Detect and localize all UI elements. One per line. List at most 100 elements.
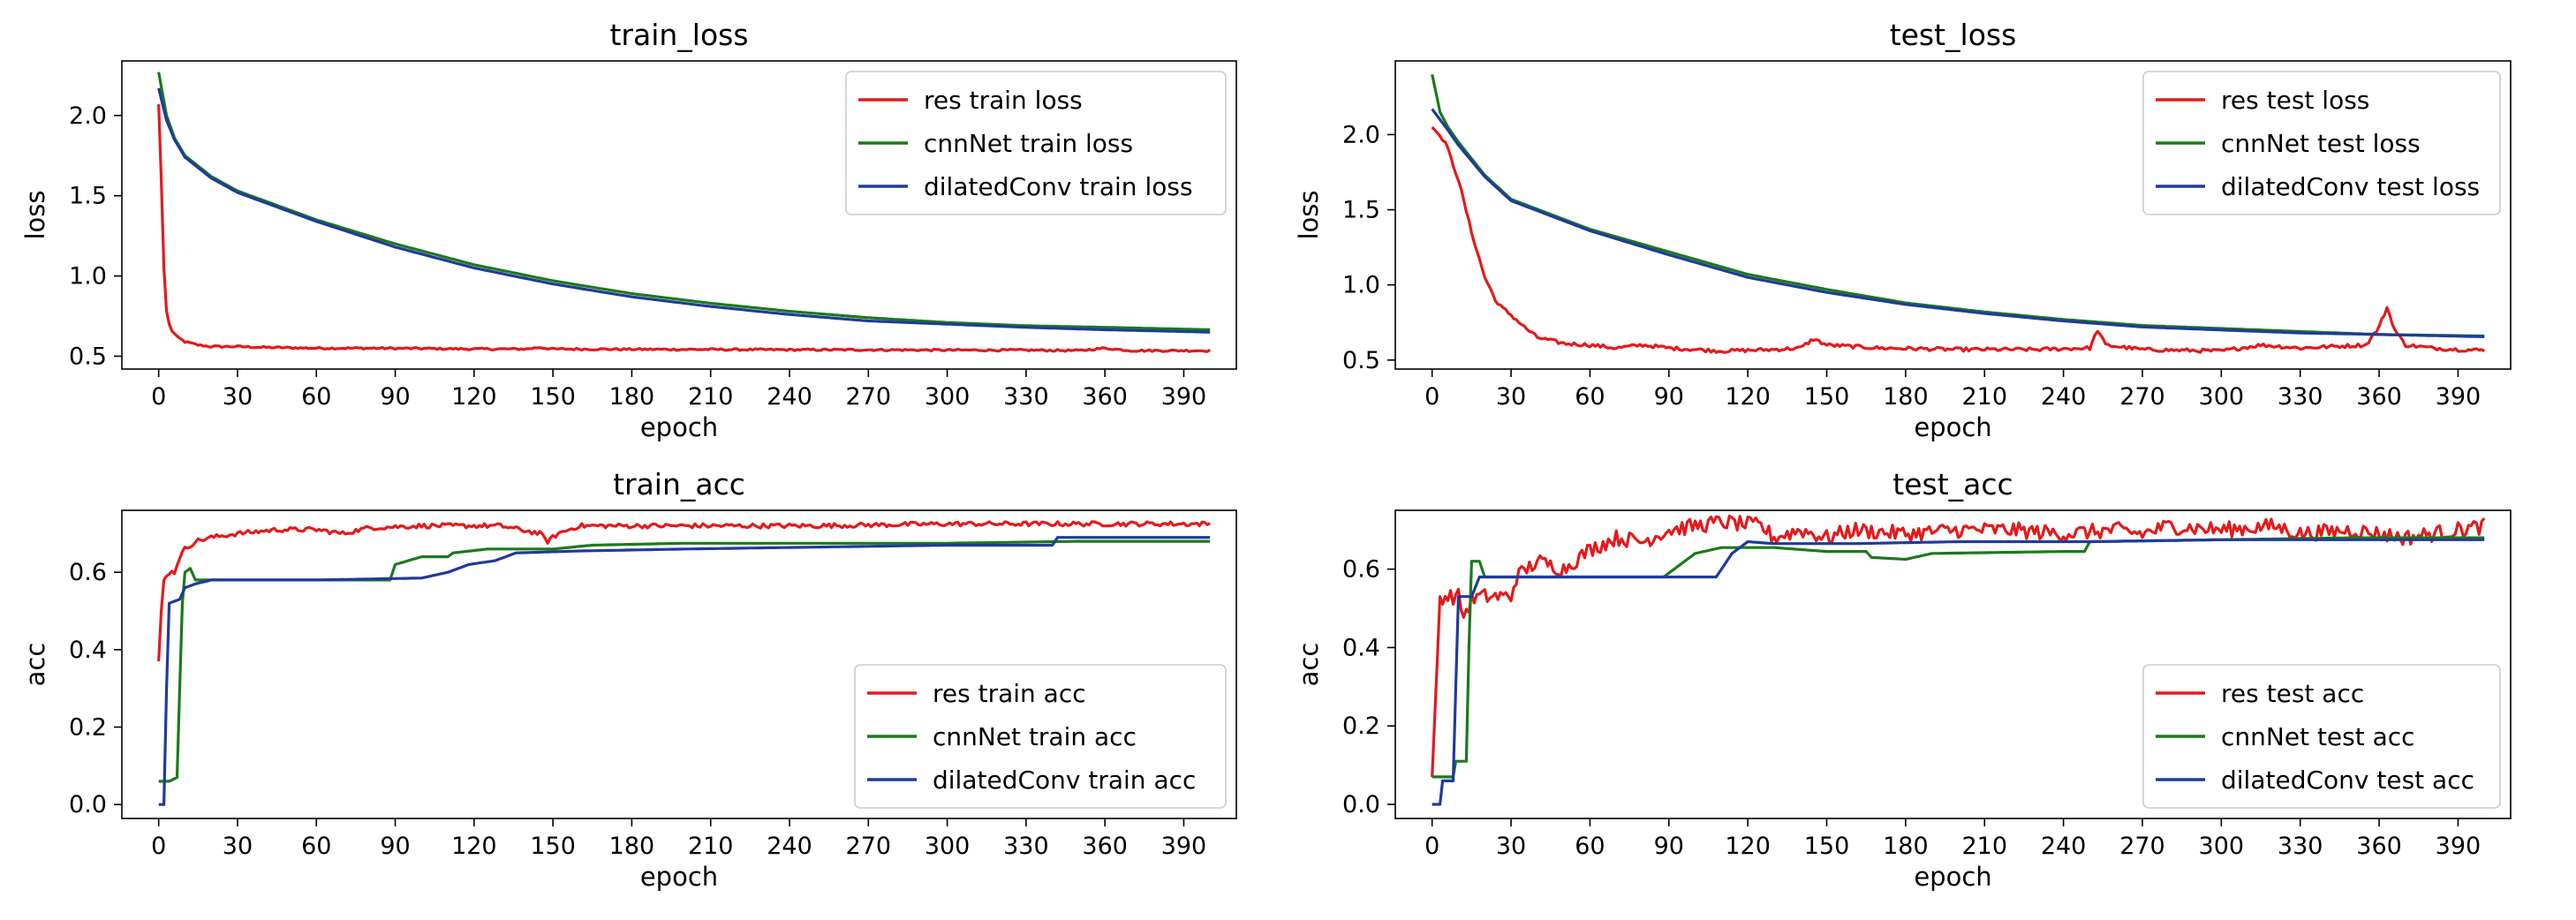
x-axis-label: epoch xyxy=(1914,412,1991,442)
x-tick-label: 330 xyxy=(2278,833,2323,860)
legend-label: res train loss xyxy=(924,86,1083,115)
x-axis-label: epoch xyxy=(640,412,718,442)
series-line-res xyxy=(157,104,1212,353)
x-tick-label: 120 xyxy=(451,833,497,860)
legend-label: cnnNet test acc xyxy=(2221,722,2415,751)
x-tick-label: 300 xyxy=(2199,383,2245,411)
legend-box xyxy=(845,71,1227,215)
x-tick-label: 330 xyxy=(1003,833,1049,860)
legend-label: res test loss xyxy=(2221,86,2369,115)
legend: res test acc cnnNet test acc dilatedConv t… xyxy=(2142,664,2501,809)
x-tick-label: 60 xyxy=(1575,383,1605,411)
x-tick-label: 180 xyxy=(609,383,655,411)
x-tick-label: 90 xyxy=(1654,383,1684,411)
x-tick-label: 270 xyxy=(846,833,892,860)
y-axis-label: acc xyxy=(1294,643,1324,687)
x-tick-label: 360 xyxy=(2356,383,2402,411)
legend: res train loss cnnNet train loss dilatedCo… xyxy=(845,71,1227,215)
y-tick-label: 1.0 xyxy=(1342,272,1380,299)
x-tick-label: 270 xyxy=(2119,833,2165,860)
y-tick-label: 0.2 xyxy=(69,714,107,742)
x-axis-label: epoch xyxy=(1914,862,1991,892)
x-tick-label: 240 xyxy=(2041,383,2087,411)
axes-frame xyxy=(121,509,1237,819)
chart-test-loss: test_loss 0 30 60 90 120 150 180 210 240 270 300 330… xyxy=(1294,18,2512,442)
y-axis-label: loss xyxy=(1294,190,1324,239)
x-tick-label: 270 xyxy=(846,383,892,411)
x-tick-label: 0 xyxy=(151,833,166,860)
y-tick-label: 0.6 xyxy=(1342,556,1380,584)
x-tick-label: 120 xyxy=(1725,833,1771,860)
x-tick-label: 60 xyxy=(301,833,331,860)
chart-test-acc: test_acc 0 30 60 90 120 150 180 210 240 270 300 330 3… xyxy=(1294,467,2512,892)
x-tick-label: 150 xyxy=(1804,833,1850,860)
x-tick-label: 390 xyxy=(1161,833,1207,860)
x-tick-label: 150 xyxy=(1804,383,1850,411)
x-tick-label: 390 xyxy=(1161,383,1207,411)
legend-label: dilatedConv test loss xyxy=(2221,172,2480,201)
series-line-res xyxy=(1431,514,2486,777)
x-tick-label: 150 xyxy=(530,833,576,860)
x-tick-label: 210 xyxy=(1961,383,2007,411)
series-lines xyxy=(1431,514,2486,806)
y-tick-label: 1.5 xyxy=(1342,197,1380,224)
x-tick-label: 60 xyxy=(301,383,331,411)
chart-title: train_acc xyxy=(613,467,745,501)
legend-label: res test acc xyxy=(2221,679,2364,708)
series-line-dilatedConv xyxy=(158,536,1211,806)
y-tick-label: 0.4 xyxy=(1342,634,1380,661)
x-tick-label: 0 xyxy=(1424,833,1439,860)
x-tick-label: 300 xyxy=(2199,833,2245,860)
x-tick-label: 90 xyxy=(1654,833,1684,860)
axes-frame xyxy=(1394,60,2512,370)
series-lines xyxy=(1431,73,2486,354)
x-tick-label: 0 xyxy=(151,383,166,411)
series-line-res xyxy=(157,520,1211,662)
y-tick-label: 1.5 xyxy=(69,183,107,210)
y-tick-label: 0.0 xyxy=(1342,791,1380,818)
x-tick-label: 390 xyxy=(2436,833,2482,860)
y-tick-label: 2.0 xyxy=(1342,121,1380,148)
legend-label: cnnNet train loss xyxy=(924,129,1133,158)
series-lines xyxy=(157,72,1212,353)
x-tick-label: 360 xyxy=(1082,833,1128,860)
x-tick-label: 240 xyxy=(2041,833,2087,860)
x-tick-label: 360 xyxy=(2356,833,2402,860)
y-axis-label: acc xyxy=(20,643,50,687)
axes-frame xyxy=(121,60,1237,370)
y-tick-label: 0.2 xyxy=(1342,713,1380,740)
legend-label: dilatedConv train loss xyxy=(924,172,1193,201)
y-axis-label: loss xyxy=(20,190,50,239)
x-axis-label: epoch xyxy=(640,862,718,892)
legend-box xyxy=(2142,664,2501,809)
x-tick-label: 0 xyxy=(1424,383,1439,411)
x-tick-label: 30 xyxy=(1496,833,1526,860)
series-line-dilatedConv xyxy=(1431,108,2485,338)
x-tick-label: 210 xyxy=(1961,833,2007,860)
x-tick-label: 90 xyxy=(380,383,410,411)
x-tick-label: 390 xyxy=(2436,383,2482,411)
x-tick-label: 270 xyxy=(2119,383,2165,411)
y-tick-label: 0.5 xyxy=(1342,347,1380,374)
x-tick-label: 180 xyxy=(1883,833,1929,860)
x-tick-label: 30 xyxy=(223,833,253,860)
legend-label: res train acc xyxy=(933,679,1086,708)
x-tick-label: 210 xyxy=(688,833,734,860)
x-tick-label: 150 xyxy=(530,383,576,411)
series-line-dilatedConv xyxy=(157,87,1211,334)
legend-box xyxy=(2142,71,2501,215)
x-tick-label: 240 xyxy=(767,833,812,860)
chart-title: test_acc xyxy=(1892,467,2013,501)
legend-label: dilatedConv test acc xyxy=(2221,765,2474,795)
x-tick-label: 210 xyxy=(688,383,734,411)
x-tick-label: 120 xyxy=(1725,383,1771,411)
legend: res train acc cnnNet train acc dilatedConv… xyxy=(854,664,1227,809)
x-tick-label: 180 xyxy=(1883,383,1929,411)
chart-train-acc: train_acc 0 30 60 90 120 150 180 210 240 270 300 330… xyxy=(20,467,1237,892)
chart-train-loss: train_loss 0 30 60 90 120 150 180 210 240 270 300 33… xyxy=(20,18,1237,442)
legend-label: cnnNet test loss xyxy=(2221,129,2421,158)
series-line-res xyxy=(1431,125,2486,354)
x-tick-label: 120 xyxy=(451,383,497,411)
y-tick-label: 1.0 xyxy=(69,263,107,290)
